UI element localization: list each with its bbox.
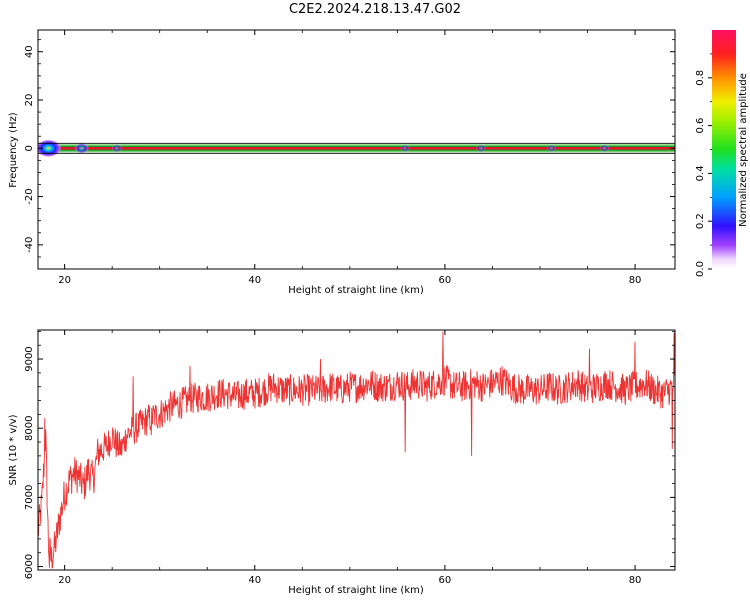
spectral-blob (400, 144, 410, 152)
spectral-blob (599, 144, 610, 153)
x-tick-label: 40 (248, 275, 261, 286)
snr-x-axis-label: Height of straight line (km) (288, 585, 424, 596)
spectrogram-y-axis-label: Frequency (Hz) (8, 112, 19, 188)
snr-frame (37, 329, 676, 571)
figure-title: C2E2.2024.218.13.47.G02 (288, 2, 462, 17)
colorbar-ticks: 0.0 0.2 0.4 0.6 0.8 (695, 53, 712, 277)
colorbar-tick-label: 0.2 (695, 213, 706, 229)
colorbar-label: Normalized spectral amplitude (738, 73, 749, 227)
y-tick-label: 6000 (24, 554, 35, 579)
colorbar-tick-label: 0.6 (695, 118, 706, 134)
spectrogram-x-ticks: 20 40 60 80 (58, 30, 641, 286)
y-tick-label: 40 (24, 45, 35, 58)
spectral-blob (111, 144, 123, 153)
y-tick-label: -40 (24, 237, 35, 253)
spectrogram-frame (37, 29, 676, 270)
y-tick-label: -20 (24, 188, 35, 204)
spectral-blob (38, 139, 62, 158)
colorbar-tick-label: 0.4 (695, 165, 706, 181)
snr-plot-area (38, 331, 675, 569)
spectrogram-panel: 20 40 60 80 -40 -20 0 20 40 Height of straight … (8, 29, 676, 296)
snr-panel: 20 40 60 80 6000 7000 8000 9000 Height of stra… (8, 329, 676, 596)
x-tick-label: 80 (629, 575, 642, 586)
colorbar-tick-label: 0.8 (695, 70, 706, 86)
y-tick-label: 0 (24, 145, 35, 151)
snr-x-ticks: 20 40 60 80 (58, 330, 641, 586)
x-tick-label: 60 (439, 575, 452, 586)
colorbar-gradient (712, 30, 736, 269)
snr-series-line (38, 331, 675, 569)
x-tick-label: 20 (58, 575, 71, 586)
x-tick-label: 20 (58, 275, 71, 286)
x-tick-label: 80 (629, 275, 642, 286)
y-tick-label: 7000 (24, 485, 35, 510)
spectral-blob (74, 143, 89, 154)
spectrogram-y-ticks: -40 -20 0 20 40 (24, 39, 675, 270)
spectral-blob (475, 144, 487, 153)
spectrogram-x-axis-label: Height of straight line (km) (288, 285, 424, 296)
colorbar: 0.0 0.2 0.4 0.6 0.8 Normalized spectral ampl… (695, 30, 749, 277)
colorbar-tick-label: 0.0 (695, 261, 706, 277)
y-tick-label: 20 (24, 94, 35, 107)
y-tick-label: 8000 (24, 415, 35, 440)
spectrogram-plot-area (38, 139, 675, 158)
spectral-blob (546, 144, 557, 152)
band-core (38, 146, 675, 150)
y-tick-label: 9000 (24, 346, 35, 371)
snr-y-ticks: 6000 7000 8000 9000 (24, 330, 675, 579)
x-tick-label: 40 (248, 575, 261, 586)
x-tick-label: 60 (439, 275, 452, 286)
snr-y-axis-label: SNR (10 * v/v) (8, 414, 19, 485)
